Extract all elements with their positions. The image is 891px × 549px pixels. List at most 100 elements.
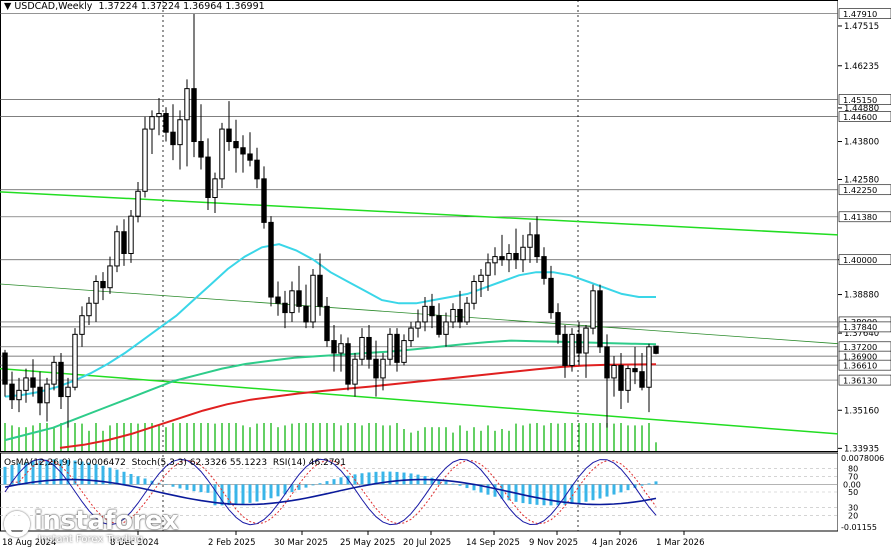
price-level-box [838, 254, 891, 266]
dropdown-arrow-icon[interactable]: ▼ [4, 1, 12, 12]
candle [23, 368, 29, 403]
candle-body [149, 116, 155, 130]
candle-body [506, 252, 512, 261]
candle-body [135, 190, 141, 217]
price-axis-label: 1.33935 [844, 444, 879, 454]
stoch-axis-label: 20 [848, 511, 858, 520]
candle-body [219, 128, 225, 180]
candle-body [79, 315, 85, 335]
candle-body [170, 131, 176, 146]
candle-body [429, 305, 435, 317]
candle-body [100, 280, 106, 289]
candle [387, 328, 393, 366]
candle-body [37, 386, 43, 404]
candle [282, 290, 288, 329]
candle [261, 166, 267, 229]
candle [79, 306, 85, 347]
candle [338, 334, 344, 372]
candle-body [51, 361, 57, 385]
stoch-axis-label: 70 [848, 472, 858, 481]
candle-body [611, 364, 617, 379]
candle [639, 353, 645, 391]
candle [135, 181, 141, 223]
candle-body [457, 308, 463, 323]
candle [436, 303, 442, 338]
stoch-main-line [4, 458, 657, 526]
candle [142, 116, 148, 198]
candle [401, 334, 407, 366]
candle-body [30, 377, 36, 388]
candle-body [44, 383, 50, 404]
candle-body [527, 234, 533, 248]
stoch-axis-label: 50 [848, 488, 858, 497]
price-level-label: 1.44600 [843, 112, 877, 122]
candle [604, 334, 610, 428]
candle-body [555, 312, 561, 335]
price-level-label: 1.36900 [843, 351, 877, 361]
candle-body [590, 290, 596, 329]
candle-body [359, 336, 365, 360]
candle [247, 132, 253, 167]
candle-body [317, 274, 323, 307]
candle-body [646, 346, 652, 388]
candle [359, 328, 365, 366]
candle-body [583, 327, 589, 354]
candle-body [485, 262, 491, 276]
candle-body [492, 256, 498, 264]
candle [520, 234, 526, 273]
candle [233, 119, 239, 173]
candle-body [303, 305, 309, 323]
candle-body [345, 343, 351, 385]
logo-gear-icon [4, 510, 30, 537]
candle [170, 104, 176, 161]
candle-body [422, 305, 428, 323]
candle-body [653, 345, 659, 354]
candle [240, 135, 246, 173]
candle [457, 290, 463, 329]
candle-body [471, 280, 477, 304]
candle [93, 275, 99, 322]
candle [226, 101, 232, 151]
date-axis-label: 8 Dec 2024 [110, 538, 159, 548]
candle-body [268, 221, 274, 298]
candle [506, 244, 512, 273]
candle [205, 138, 211, 210]
candle [149, 110, 155, 154]
indicator-header: OsMA(12,26,9) -0.0006472 Stoch(5,3,3) 62… [4, 458, 346, 468]
candle [415, 309, 421, 338]
candle [569, 328, 575, 372]
candle-body [261, 178, 267, 223]
candle-body [373, 358, 379, 379]
price-level-label: 1.45150 [843, 95, 877, 105]
candle [16, 377, 22, 413]
candle [51, 356, 57, 391]
osma-axis-max: 0.0078006 [841, 454, 884, 463]
date-axis-label: 9 Nov 2025 [529, 538, 578, 548]
candle-body [142, 128, 148, 192]
candle [37, 371, 43, 416]
date-axis-label: 4 Jan 2026 [592, 538, 638, 548]
candle-body [548, 277, 554, 314]
price-level-box [838, 111, 891, 122]
candle [380, 353, 386, 391]
price-axis-label: 1.35160 [844, 406, 879, 416]
candle [86, 297, 92, 326]
candle-body [205, 156, 211, 199]
candle [485, 253, 491, 291]
date-axis-label: 18 Aug 2024 [2, 538, 56, 548]
osma-label: OsMA(12,26,9) -0.0006472 [4, 458, 126, 468]
candle-body [86, 302, 92, 317]
candle [184, 79, 190, 167]
candle [492, 247, 498, 276]
stoch-axis-label: 30 [848, 504, 858, 513]
candle-body [401, 340, 407, 363]
candle [128, 209, 134, 263]
candle [366, 325, 372, 369]
candle [30, 359, 36, 397]
candle-body [233, 141, 239, 149]
candle [394, 328, 400, 372]
stoch-label: Stoch(5,3,3) 62.3326 55.1223 [131, 458, 268, 468]
candle [464, 297, 470, 326]
channel-mid-line [0, 283, 839, 345]
